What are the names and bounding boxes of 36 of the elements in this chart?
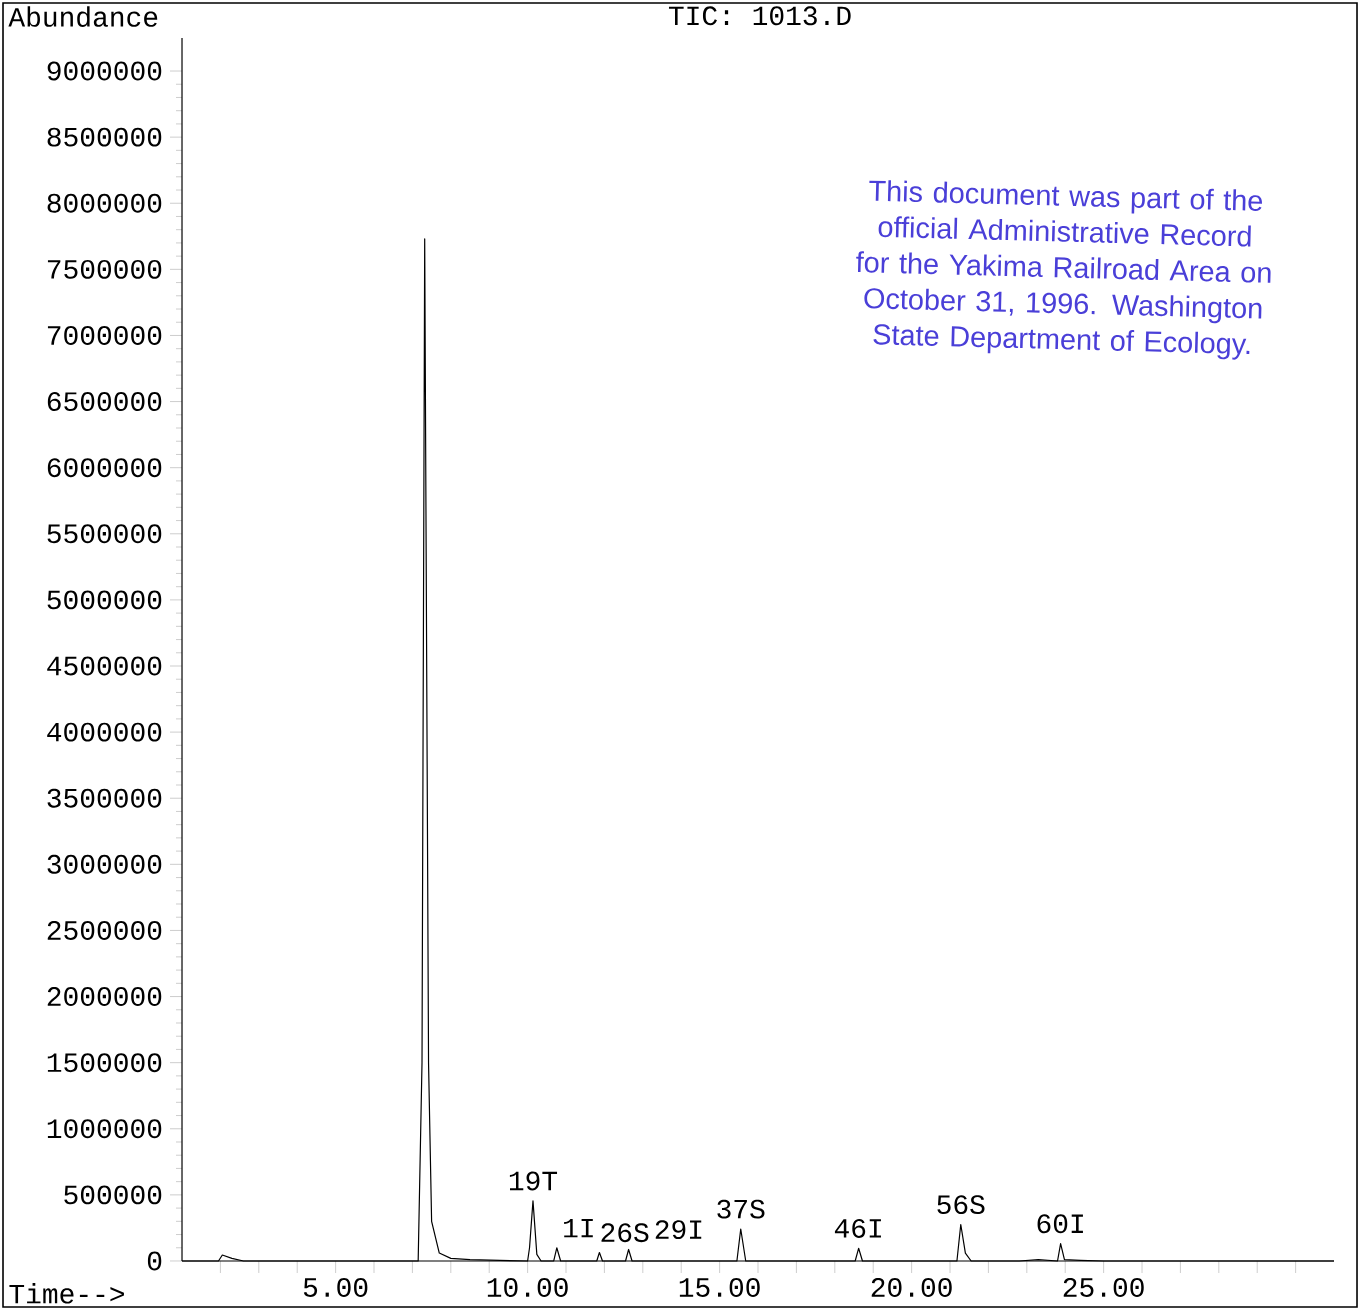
- y-tick-label: 500000: [64, 1185, 162, 1205]
- annotation: 37S: [717, 1199, 765, 1219]
- y-tick-label: 9000000: [47, 61, 162, 81]
- y-tick-label: 5000000: [47, 590, 162, 610]
- y-tick-label: 0: [147, 1251, 162, 1271]
- y-tick-label: 2000000: [47, 987, 162, 1007]
- x-tick-label: 15.00: [679, 1278, 760, 1297]
- x-axis-title: Time-->: [9, 1283, 124, 1304]
- chart-title: TIC: 1013.D: [668, 6, 851, 26]
- y-tick-label: 8500000: [47, 127, 162, 147]
- y-tick-label: 7000000: [47, 325, 162, 345]
- y-tick-label: 2500000: [47, 920, 162, 940]
- annotation: 56S: [937, 1195, 985, 1215]
- x-tick-label: 10.00: [487, 1278, 568, 1297]
- annotation: This document was part of the official Administrative Record for the Yakima Railroad Area on October 31, 1996. Washington State Department of Ecology.: [856, 180, 1271, 360]
- y-tick-label: 7500000: [47, 259, 162, 279]
- y-tick-label: 8000000: [47, 193, 162, 213]
- annotation: 46I: [834, 1218, 881, 1238]
- annotation: 60I: [1037, 1214, 1083, 1234]
- y-tick-label: 4000000: [47, 722, 162, 742]
- y-tick-label: 4500000: [47, 656, 162, 676]
- x-tick-label: 25.00: [1063, 1278, 1144, 1297]
- y-tick-label: 3000000: [47, 854, 162, 874]
- y-axis-title: Abundance: [8, 6, 158, 27]
- x-tick-label: 5.00: [303, 1278, 368, 1297]
- y-tick-label: 3500000: [47, 788, 162, 808]
- annotation: 1I: [564, 1218, 593, 1238]
- annotation: 29I: [655, 1220, 702, 1240]
- annotation: 26S: [601, 1223, 649, 1243]
- x-tick-label: 20.00: [871, 1278, 952, 1297]
- y-tick-label: 1000000: [47, 1119, 162, 1139]
- y-tick-label: 6000000: [47, 458, 162, 478]
- y-tick-label: 6500000: [47, 392, 162, 412]
- y-tick-label: 1500000: [47, 1053, 162, 1073]
- annotation: 19T: [509, 1171, 558, 1191]
- y-tick-label: 5500000: [47, 524, 162, 544]
